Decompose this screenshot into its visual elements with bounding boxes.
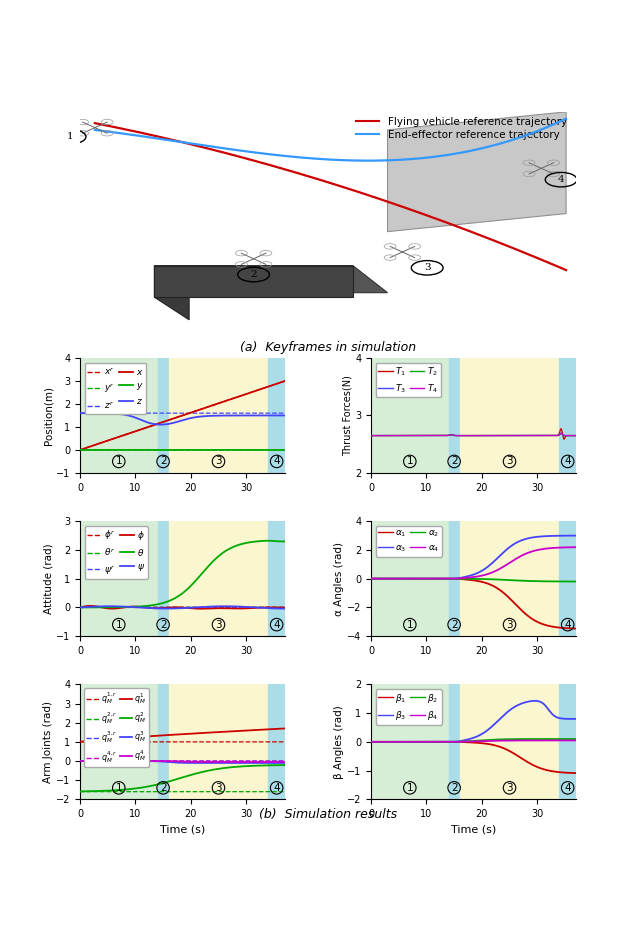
Text: 4: 4 <box>273 620 280 630</box>
Y-axis label: Position(m): Position(m) <box>44 386 53 445</box>
Text: 3: 3 <box>506 457 513 466</box>
Legend: Flying vehicle reference trajectory, End-effector reference trajectory: Flying vehicle reference trajectory, End… <box>352 113 571 144</box>
Bar <box>168 521 268 637</box>
Bar <box>168 684 268 800</box>
Bar <box>168 358 268 473</box>
Text: 3: 3 <box>506 620 513 630</box>
Text: 2: 2 <box>451 620 458 630</box>
Bar <box>460 358 559 473</box>
Bar <box>157 358 168 473</box>
Text: 3: 3 <box>215 783 222 793</box>
Bar <box>449 521 460 637</box>
Text: 1: 1 <box>115 783 122 793</box>
Text: 1: 1 <box>67 132 74 142</box>
Bar <box>157 521 168 637</box>
Bar <box>371 521 449 637</box>
Text: 3: 3 <box>215 457 222 466</box>
Legend: $x^r$, $y^r$, $z^r$, $x$, $y$, $z$: $x^r$, $y^r$, $z^r$, $x$, $y$, $z$ <box>84 363 147 414</box>
Bar <box>80 684 157 800</box>
Bar <box>80 521 157 637</box>
Text: (b)  Simulation results: (b) Simulation results <box>259 808 397 821</box>
Bar <box>157 684 168 800</box>
Text: 4: 4 <box>558 175 564 185</box>
Bar <box>559 684 576 800</box>
Y-axis label: Arm Joints (rad): Arm Joints (rad) <box>43 701 53 783</box>
Bar <box>268 684 285 800</box>
Text: 4: 4 <box>564 620 571 630</box>
Legend: $q_M^{1,r}$, $q_M^{2,r}$, $q_M^{3,r}$, $q_M^{4,r}$, $q_M^{1}$, $q_M^{2}$, $q_M^{: $q_M^{1,r}$, $q_M^{2,r}$, $q_M^{3,r}$, $… <box>84 689 148 767</box>
Legend: $\alpha_1$, $\alpha_3$, $\alpha_2$, $\alpha_4$: $\alpha_1$, $\alpha_3$, $\alpha_2$, $\al… <box>376 526 442 556</box>
Text: 4: 4 <box>273 457 280 466</box>
Bar <box>80 358 157 473</box>
Bar <box>371 358 449 473</box>
Polygon shape <box>154 266 353 297</box>
Bar <box>268 521 285 637</box>
Text: 2: 2 <box>250 270 257 279</box>
Bar <box>559 521 576 637</box>
Bar <box>449 358 460 473</box>
Text: 4: 4 <box>564 457 571 466</box>
Bar <box>371 684 449 800</box>
Y-axis label: Thrust Forces(N): Thrust Forces(N) <box>342 375 352 456</box>
Text: 3: 3 <box>506 783 513 793</box>
Bar <box>559 358 576 473</box>
Text: 2: 2 <box>451 457 458 466</box>
X-axis label: Time (s): Time (s) <box>160 825 205 835</box>
Legend: $\beta_1$, $\beta_3$, $\beta_2$, $\beta_4$: $\beta_1$, $\beta_3$, $\beta_2$, $\beta_… <box>376 689 442 725</box>
Bar <box>449 684 460 800</box>
Bar <box>460 521 559 637</box>
Polygon shape <box>388 112 566 232</box>
Polygon shape <box>154 266 388 293</box>
Text: 2: 2 <box>451 783 458 793</box>
Text: 3: 3 <box>424 264 431 272</box>
Bar <box>460 684 559 800</box>
Bar <box>268 358 285 473</box>
Y-axis label: β Angles (rad): β Angles (rad) <box>334 705 344 779</box>
Text: 1: 1 <box>406 457 413 466</box>
Text: 2: 2 <box>160 457 166 466</box>
Y-axis label: Attitude (rad): Attitude (rad) <box>44 543 53 614</box>
Text: 1: 1 <box>406 783 413 793</box>
Text: (a)  Keyframes in simulation: (a) Keyframes in simulation <box>240 341 416 354</box>
Text: 1: 1 <box>115 457 122 466</box>
Text: 4: 4 <box>564 783 571 793</box>
X-axis label: Time (s): Time (s) <box>451 825 496 835</box>
Legend: $T_1$, $T_3$, $T_2$, $T_4$: $T_1$, $T_3$, $T_2$, $T_4$ <box>376 363 441 397</box>
Legend: $\phi^r$, $\theta^r$, $\psi^r$, $\phi$, $\theta$, $\psi$: $\phi^r$, $\theta^r$, $\psi^r$, $\phi$, … <box>84 526 147 580</box>
Polygon shape <box>154 266 189 320</box>
Y-axis label: α Angles (rad): α Angles (rad) <box>334 541 344 616</box>
Text: 1: 1 <box>115 620 122 630</box>
Text: 3: 3 <box>215 620 222 630</box>
Text: 1: 1 <box>406 620 413 630</box>
Text: 2: 2 <box>160 783 166 793</box>
Text: 4: 4 <box>273 783 280 793</box>
Text: 2: 2 <box>160 620 166 630</box>
